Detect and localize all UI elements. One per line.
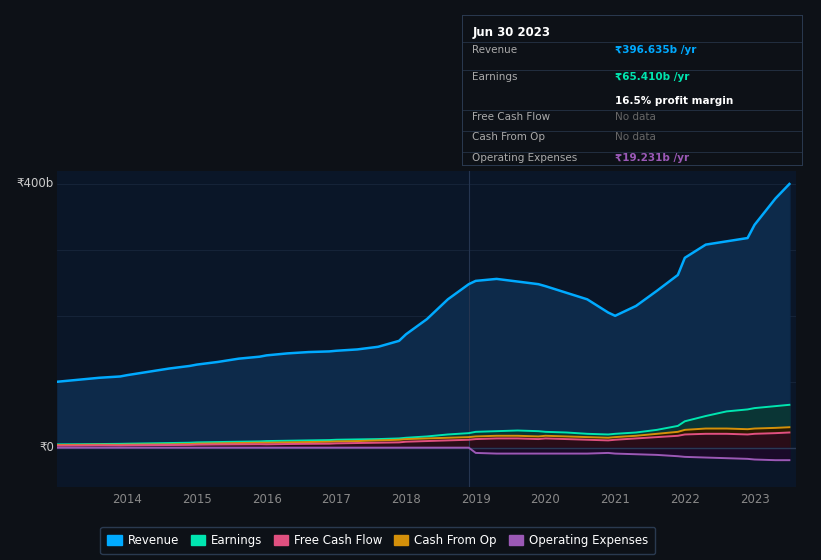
- Text: 16.5% profit margin: 16.5% profit margin: [615, 96, 733, 106]
- Text: No data: No data: [615, 112, 656, 122]
- Text: ₹65.410b /yr: ₹65.410b /yr: [615, 72, 690, 82]
- Text: No data: No data: [615, 132, 656, 142]
- Legend: Revenue, Earnings, Free Cash Flow, Cash From Op, Operating Expenses: Revenue, Earnings, Free Cash Flow, Cash …: [100, 527, 655, 554]
- Text: ₹400b: ₹400b: [16, 178, 54, 190]
- Text: Cash From Op: Cash From Op: [472, 132, 545, 142]
- Text: ₹396.635b /yr: ₹396.635b /yr: [615, 45, 696, 55]
- Text: ₹0: ₹0: [39, 441, 54, 454]
- Text: ₹19.231b /yr: ₹19.231b /yr: [615, 153, 690, 163]
- Text: Revenue: Revenue: [472, 45, 517, 55]
- Text: Earnings: Earnings: [472, 72, 518, 82]
- Text: Jun 30 2023: Jun 30 2023: [472, 26, 550, 39]
- Text: Free Cash Flow: Free Cash Flow: [472, 112, 551, 122]
- Text: Operating Expenses: Operating Expenses: [472, 153, 578, 163]
